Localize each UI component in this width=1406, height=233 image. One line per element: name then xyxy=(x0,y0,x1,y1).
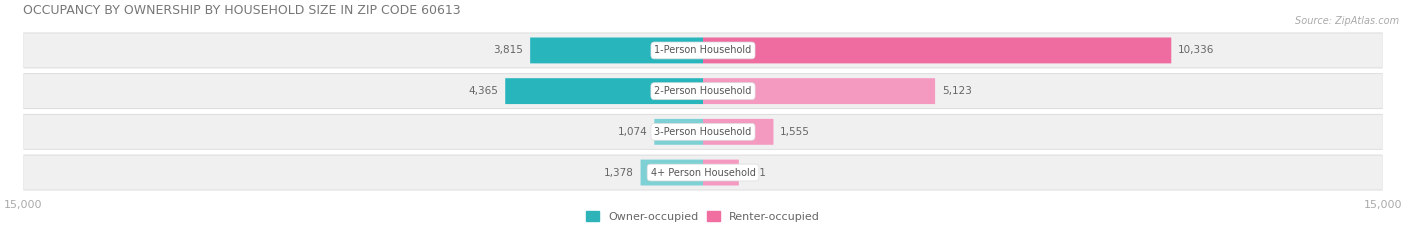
FancyBboxPatch shape xyxy=(530,38,703,63)
Text: 791: 791 xyxy=(745,168,765,178)
FancyBboxPatch shape xyxy=(703,38,1171,63)
FancyBboxPatch shape xyxy=(24,33,1382,68)
Legend: Owner-occupied, Renter-occupied: Owner-occupied, Renter-occupied xyxy=(581,206,825,226)
Text: OCCUPANCY BY OWNERSHIP BY HOUSEHOLD SIZE IN ZIP CODE 60613: OCCUPANCY BY OWNERSHIP BY HOUSEHOLD SIZE… xyxy=(24,4,461,17)
FancyBboxPatch shape xyxy=(24,73,1382,109)
Text: 2-Person Household: 2-Person Household xyxy=(654,86,752,96)
FancyBboxPatch shape xyxy=(24,74,1382,108)
FancyBboxPatch shape xyxy=(654,119,703,145)
Text: 1,074: 1,074 xyxy=(617,127,648,137)
Text: 5,123: 5,123 xyxy=(942,86,972,96)
Text: Source: ZipAtlas.com: Source: ZipAtlas.com xyxy=(1295,16,1399,26)
FancyBboxPatch shape xyxy=(24,115,1382,149)
FancyBboxPatch shape xyxy=(24,33,1382,68)
Text: 1,378: 1,378 xyxy=(605,168,634,178)
Text: 1,555: 1,555 xyxy=(780,127,810,137)
FancyBboxPatch shape xyxy=(24,155,1382,190)
Text: 1-Person Household: 1-Person Household xyxy=(654,45,752,55)
Text: 4,365: 4,365 xyxy=(468,86,499,96)
Text: 10,336: 10,336 xyxy=(1178,45,1215,55)
FancyBboxPatch shape xyxy=(703,119,773,145)
FancyBboxPatch shape xyxy=(641,160,703,185)
FancyBboxPatch shape xyxy=(24,114,1382,150)
Text: 3-Person Household: 3-Person Household xyxy=(654,127,752,137)
FancyBboxPatch shape xyxy=(703,160,738,185)
FancyBboxPatch shape xyxy=(505,78,703,104)
Text: 4+ Person Household: 4+ Person Household xyxy=(651,168,755,178)
FancyBboxPatch shape xyxy=(24,155,1382,190)
Text: 3,815: 3,815 xyxy=(494,45,523,55)
FancyBboxPatch shape xyxy=(703,78,935,104)
